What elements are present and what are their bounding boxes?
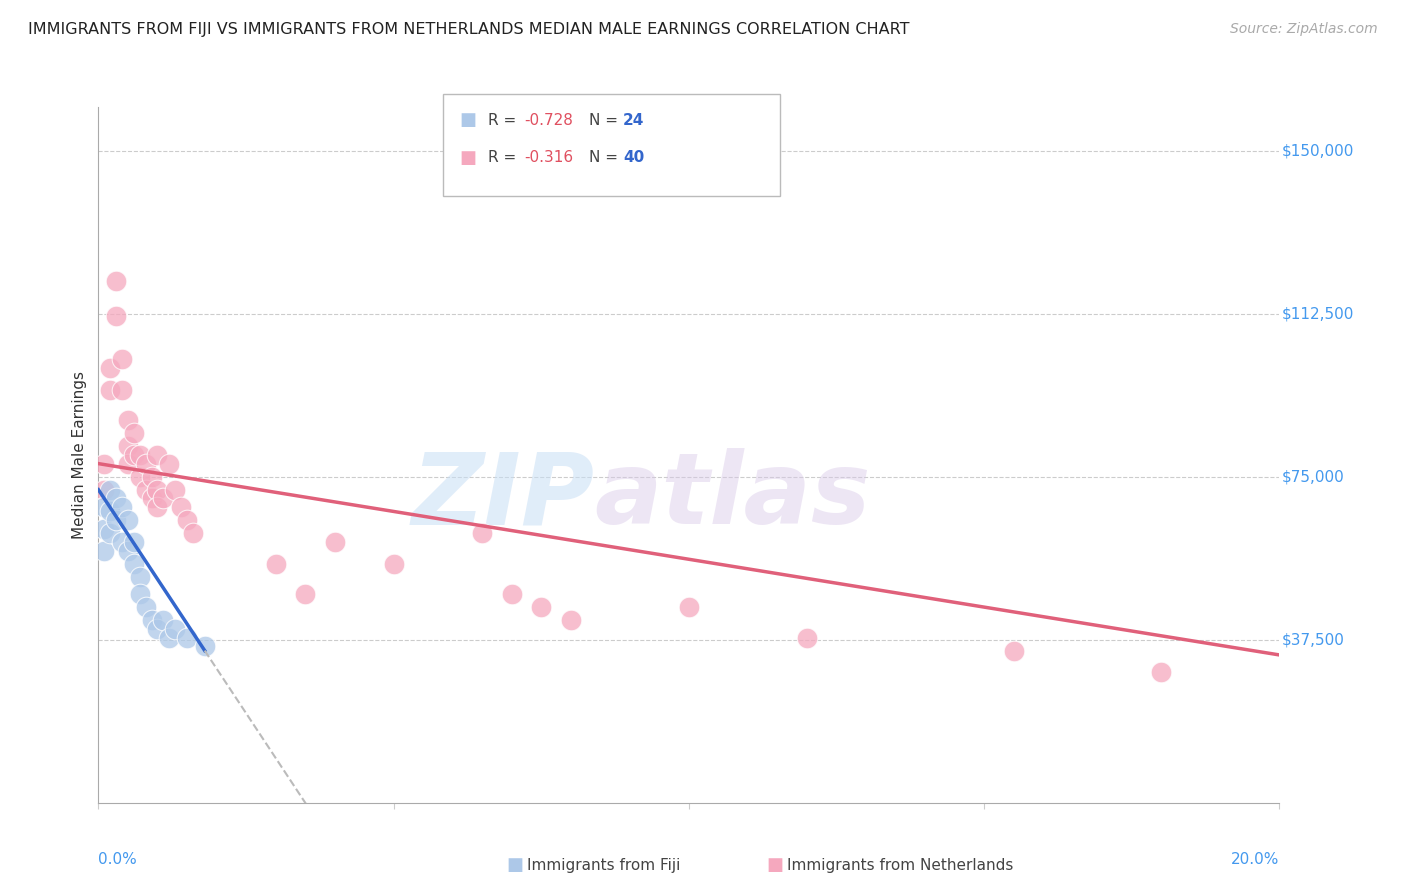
Point (93, 457, 115, 471)
Point (111, 535, 134, 549)
Text: ZIP: ZIP (412, 448, 595, 545)
Point (264, 557, 287, 571)
Text: 40: 40 (623, 151, 644, 165)
Point (128, 469, 150, 483)
Point (117, 457, 139, 471)
Text: atlas: atlas (595, 448, 870, 545)
Point (122, 426, 145, 441)
Text: IMMIGRANTS FROM FIJI VS IMMIGRANTS FROM NETHERLANDS MEDIAN MALE EARNINGS CORRELA: IMMIGRANTS FROM FIJI VS IMMIGRANTS FROM … (28, 22, 910, 37)
Point (157, 631, 180, 645)
Point (323, 535, 346, 549)
Point (146, 622, 169, 636)
Text: Immigrants from Fiji: Immigrants from Fiji (527, 858, 681, 872)
Point (111, 383, 134, 397)
Point (560, 613, 582, 627)
Point (194, 639, 217, 653)
Point (152, 613, 174, 627)
Point (98, 383, 121, 397)
Point (93, 500, 115, 514)
Text: ■: ■ (460, 112, 477, 129)
Point (117, 413, 139, 427)
Text: R =: R = (488, 113, 522, 128)
Point (157, 457, 180, 471)
Point (678, 600, 700, 615)
Point (165, 622, 187, 636)
Point (93, 483, 115, 497)
Text: $37,500: $37,500 (1282, 632, 1344, 648)
Text: 20.0%: 20.0% (1232, 852, 1279, 866)
Text: ■: ■ (766, 856, 783, 874)
Point (382, 557, 405, 571)
Point (146, 483, 169, 497)
Point (111, 352, 134, 367)
Point (146, 448, 169, 462)
Point (105, 491, 128, 506)
Point (93, 543, 115, 558)
Text: Immigrants from Netherlands: Immigrants from Netherlands (787, 858, 1014, 872)
Text: N =: N = (589, 113, 623, 128)
Point (128, 587, 150, 601)
Point (98, 504, 121, 518)
Point (796, 631, 818, 645)
Point (1002, 643, 1025, 657)
Point (105, 513, 128, 527)
Y-axis label: Median Male Earnings: Median Male Earnings (72, 371, 87, 539)
Point (501, 587, 523, 601)
Point (1150, 665, 1173, 680)
Point (141, 613, 163, 627)
Point (111, 500, 134, 514)
Point (98, 361, 121, 376)
Point (135, 483, 157, 497)
Point (93, 522, 115, 536)
Point (105, 274, 128, 288)
Text: $150,000: $150,000 (1282, 143, 1354, 158)
Point (128, 448, 150, 462)
Text: Source: ZipAtlas.com: Source: ZipAtlas.com (1230, 22, 1378, 37)
Point (294, 587, 316, 601)
Point (170, 500, 193, 514)
Point (146, 500, 169, 514)
Text: 0.0%: 0.0% (98, 852, 138, 866)
Text: 24: 24 (623, 113, 644, 128)
Point (181, 526, 204, 541)
Point (122, 448, 145, 462)
Text: -0.316: -0.316 (524, 151, 574, 165)
Point (530, 600, 553, 615)
Point (141, 469, 163, 483)
Point (141, 491, 163, 506)
Point (165, 483, 187, 497)
Text: $112,500: $112,500 (1282, 306, 1354, 321)
Point (471, 526, 494, 541)
Text: R =: R = (488, 151, 522, 165)
Point (117, 439, 139, 453)
Point (128, 570, 150, 584)
Text: $75,000: $75,000 (1282, 469, 1344, 484)
Point (176, 513, 198, 527)
Text: ■: ■ (460, 149, 477, 167)
Point (117, 543, 139, 558)
Text: ■: ■ (506, 856, 523, 874)
Point (152, 491, 174, 506)
Point (98, 526, 121, 541)
Point (176, 631, 198, 645)
Point (98, 483, 121, 497)
Point (122, 557, 145, 571)
Point (117, 513, 139, 527)
Point (135, 600, 157, 615)
Point (105, 309, 128, 323)
Point (122, 535, 145, 549)
Text: N =: N = (589, 151, 623, 165)
Point (135, 457, 157, 471)
Text: -0.728: -0.728 (524, 113, 574, 128)
